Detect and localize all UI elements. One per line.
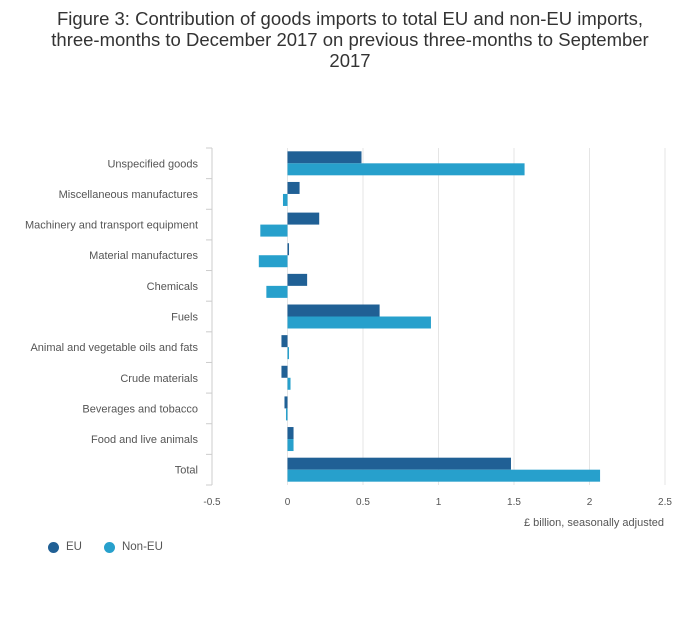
bar-non-eu-4 xyxy=(266,285,288,298)
bar-eu-7 xyxy=(281,365,288,378)
bar-eu-4 xyxy=(287,273,308,286)
chart-title: Figure 3: Contribution of goods imports … xyxy=(0,8,700,71)
category-label-8: Beverages and tobacco xyxy=(82,403,198,415)
legend-item-non-eu[interactable]: Non-EU xyxy=(103,541,163,553)
grid-lines xyxy=(211,148,666,485)
legend-item-eu[interactable]: EU xyxy=(48,541,82,553)
chart-title-line-3: 2017 xyxy=(329,50,371,71)
bar-eu-3 xyxy=(287,243,290,256)
x-tick-label-5: 2 xyxy=(587,497,593,508)
legend-eu-label: EU xyxy=(66,541,82,553)
category-label-7: Crude materials xyxy=(120,373,198,385)
x-tick-label-2: 0.5 xyxy=(356,497,370,508)
bar-eu-5 xyxy=(287,304,380,317)
bar-non-eu-7 xyxy=(287,377,291,390)
bar-eu-2 xyxy=(287,212,320,225)
bar-non-eu-8 xyxy=(285,408,288,421)
bar-non-eu-10 xyxy=(287,469,601,482)
bar-eu-0 xyxy=(287,151,362,164)
category-label-0: Unspecified goods xyxy=(107,158,198,170)
x-tick-label-3: 1 xyxy=(436,497,442,508)
category-label-10: Total xyxy=(175,465,198,477)
x-tick-label-6: 2.5 xyxy=(658,497,672,508)
bar-non-eu-6 xyxy=(287,347,290,360)
bar-non-eu-3 xyxy=(258,255,288,268)
category-label-9: Food and live animals xyxy=(91,434,199,446)
axes xyxy=(206,147,213,486)
bar-eu-1 xyxy=(287,181,300,194)
bar-eu-10 xyxy=(287,457,511,470)
bar-eu-8 xyxy=(284,396,288,409)
x-tick-label-4: 1.5 xyxy=(507,497,521,508)
chart-title-line-2: three-months to December 2017 on previou… xyxy=(51,29,649,50)
bar-eu-9 xyxy=(287,427,294,440)
category-label-3: Material manufactures xyxy=(89,250,198,262)
bars xyxy=(258,151,601,482)
labels: -0.5 0 0.5 1 1.5 2 2.5 Unspecified goods Miscell… xyxy=(25,158,672,508)
bar-non-eu-9 xyxy=(287,439,294,452)
x-tick-label-0: -0.5 xyxy=(203,497,221,508)
bar-eu-6 xyxy=(281,335,288,348)
category-label-6: Animal and vegetable oils and fats xyxy=(30,342,198,354)
legend-non-eu-swatch xyxy=(103,541,115,553)
chart-title-line-1: Figure 3: Contribution of goods imports … xyxy=(56,8,644,29)
x-axis-label: £ billion, seasonally adjusted xyxy=(524,517,664,529)
legend-eu-swatch xyxy=(48,541,59,553)
category-label-2: Machinery and transport equipment xyxy=(25,220,198,232)
category-label-1: Miscellaneous manufactures xyxy=(59,189,199,201)
x-tick-label-1: 0 xyxy=(285,497,291,508)
category-label-5: Fuels xyxy=(171,312,198,324)
bar-non-eu-0 xyxy=(287,163,525,176)
category-label-4: Chemicals xyxy=(147,281,199,293)
legend-non-eu-label: Non-EU xyxy=(121,541,163,553)
legend: EU Non-EU xyxy=(48,541,185,553)
bar-non-eu-2 xyxy=(260,224,288,237)
bar-non-eu-5 xyxy=(287,316,431,329)
bar-non-eu-1 xyxy=(282,193,288,206)
